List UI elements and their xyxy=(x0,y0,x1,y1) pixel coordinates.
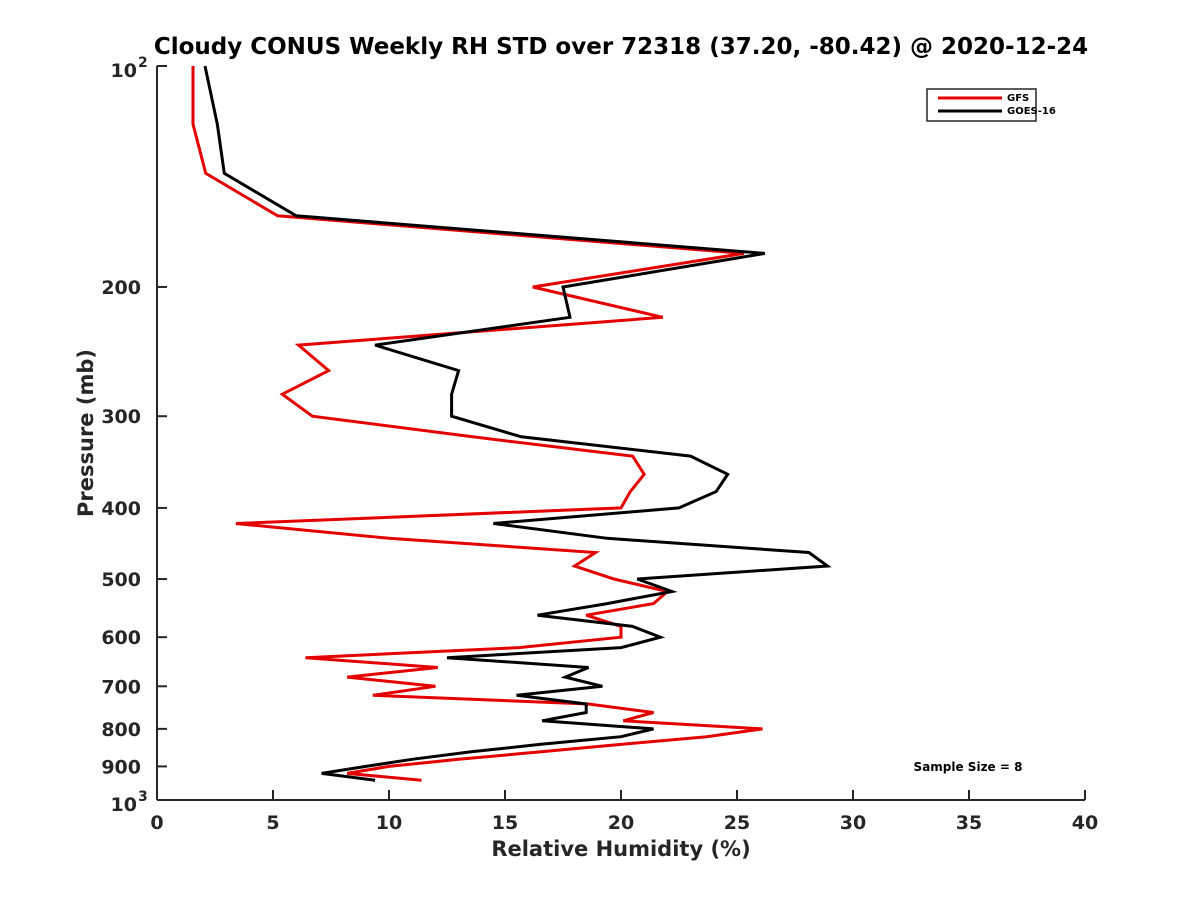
y-tick-label: 900 xyxy=(101,756,141,778)
y-tick-label: 500 xyxy=(101,569,141,591)
legend-label-gfs: GFS xyxy=(1007,93,1029,104)
y-tick-label: 10 xyxy=(111,60,137,82)
x-tick-label: 0 xyxy=(150,812,163,834)
x-tick-label: 30 xyxy=(840,812,866,834)
y-tick-exponent: 2 xyxy=(138,55,148,71)
y-tick-exponent: 3 xyxy=(138,789,148,805)
chart-title: Cloudy CONUS Weekly RH STD over 72318 (3… xyxy=(154,34,1088,60)
y-tick-label: 400 xyxy=(101,498,141,520)
legend: GFS GOES-16 xyxy=(926,88,1056,122)
y-tick-label: 600 xyxy=(101,627,141,649)
x-tick-label: 5 xyxy=(266,812,279,834)
x-tick-label: 40 xyxy=(1072,812,1098,834)
y-tick-label: 700 xyxy=(101,676,141,698)
axes xyxy=(156,66,1085,801)
legend-box xyxy=(926,88,1037,122)
y-axis-label: Pressure (mb) xyxy=(74,349,98,517)
x-tick-label: 20 xyxy=(608,812,634,834)
x-tick-label: 15 xyxy=(492,812,518,834)
y-tick-label: 300 xyxy=(101,406,141,428)
plot-lines xyxy=(191,65,832,782)
x-axis-label: Relative Humidity (%) xyxy=(491,837,750,861)
x-tick-label: 25 xyxy=(724,812,750,834)
x-tick-label: 10 xyxy=(376,812,402,834)
y-tick-label: 800 xyxy=(101,719,141,741)
y-tick-label: 10 xyxy=(111,794,137,816)
sample-size-annotation: Sample Size = 8 xyxy=(914,760,1023,774)
x-axis-ticks: 0 5 10 15 20 25 30 35 40 xyxy=(150,790,1098,834)
legend-label-goes16: GOES-16 xyxy=(1007,106,1056,117)
x-tick-label: 35 xyxy=(956,812,982,834)
y-tick-label: 200 xyxy=(101,277,141,299)
series-line-goes16 xyxy=(203,65,832,782)
